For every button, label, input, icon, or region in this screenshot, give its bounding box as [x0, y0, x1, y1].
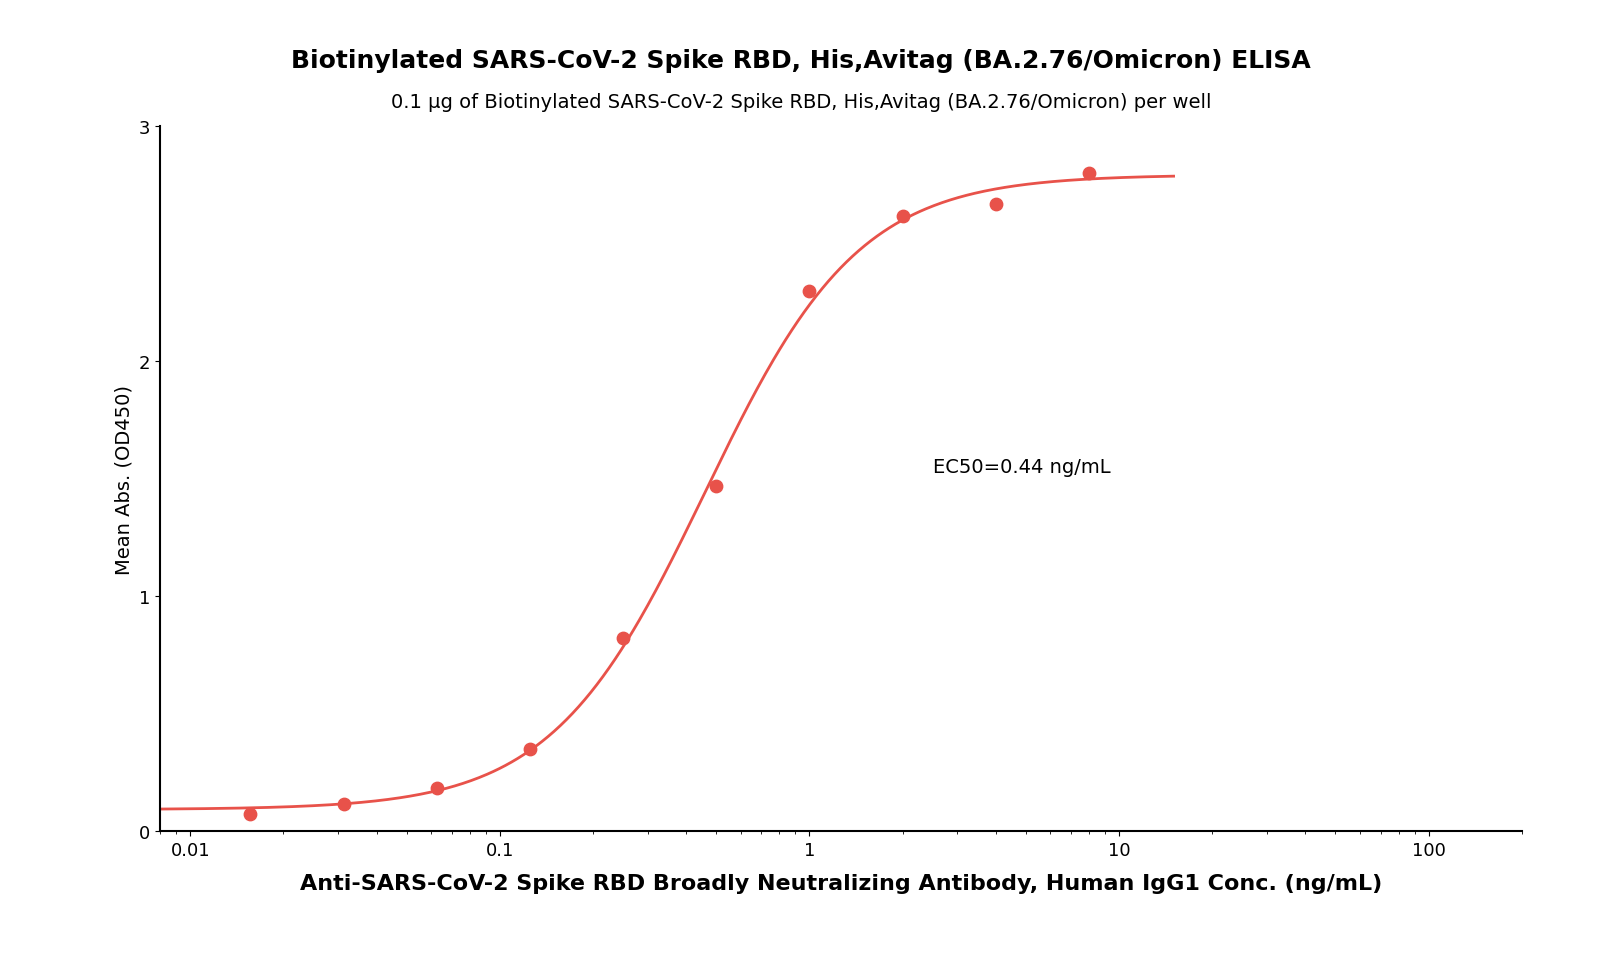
- X-axis label: Anti-SARS-CoV-2 Spike RBD Broadly Neutralizing Antibody, Human IgG1 Conc. (ng/mL: Anti-SARS-CoV-2 Spike RBD Broadly Neutra…: [300, 873, 1383, 893]
- Point: [610, 631, 636, 646]
- Point: [517, 741, 543, 757]
- Point: [703, 478, 729, 494]
- Point: [796, 284, 822, 299]
- Y-axis label: Mean Abs. (OD450): Mean Abs. (OD450): [114, 384, 133, 574]
- Point: [425, 780, 450, 796]
- Point: [332, 796, 357, 812]
- Point: [237, 806, 263, 822]
- Point: [984, 197, 1009, 212]
- Text: Biotinylated SARS-CoV-2 Spike RBD, His,Avitag (BA.2.76/Omicron) ELISA: Biotinylated SARS-CoV-2 Spike RBD, His,A…: [292, 49, 1310, 73]
- Point: [1077, 166, 1102, 182]
- Point: [889, 208, 915, 224]
- Text: 0.1 μg of Biotinylated SARS-CoV-2 Spike RBD, His,Avitag (BA.2.76/Omicron) per we: 0.1 μg of Biotinylated SARS-CoV-2 Spike …: [391, 93, 1211, 111]
- Text: EC50=0.44 ng/mL: EC50=0.44 ng/mL: [932, 458, 1110, 477]
